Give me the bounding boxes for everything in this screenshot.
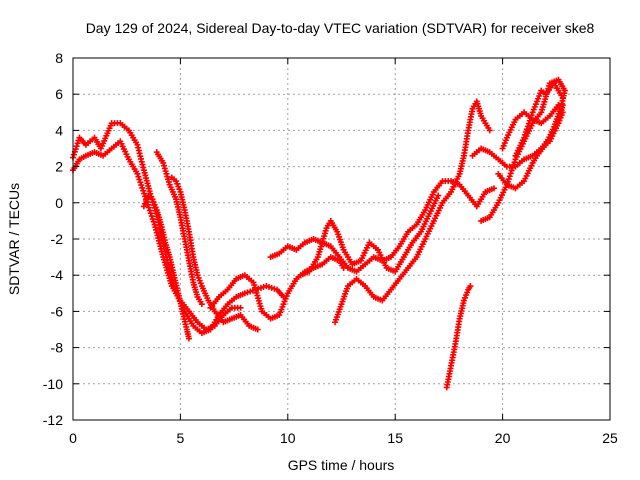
data-point bbox=[136, 176, 143, 183]
x-tick-label: 20 bbox=[495, 430, 511, 446]
data-point bbox=[499, 145, 506, 152]
y-tick-label: -4 bbox=[51, 267, 64, 283]
data-point bbox=[523, 126, 530, 133]
data-point bbox=[70, 151, 77, 158]
x-tick-label: 15 bbox=[387, 430, 403, 446]
series-sat-n bbox=[495, 102, 566, 192]
data-point bbox=[144, 201, 151, 208]
y-tick-label: 6 bbox=[55, 86, 63, 102]
data-point bbox=[521, 134, 528, 141]
series-sat-k bbox=[460, 98, 493, 159]
data-point bbox=[522, 131, 529, 138]
series-track bbox=[155, 151, 203, 306]
data-point bbox=[134, 170, 141, 177]
data-point bbox=[254, 326, 261, 333]
series-sat-m bbox=[478, 76, 568, 224]
data-point bbox=[508, 167, 515, 174]
data-point bbox=[506, 173, 513, 180]
data-point bbox=[522, 129, 529, 136]
series-sat-i bbox=[332, 152, 467, 326]
y-tick-label: -10 bbox=[43, 376, 63, 392]
x-axis-label: GPS time / hours bbox=[288, 457, 395, 473]
data-point bbox=[527, 114, 534, 121]
data-point bbox=[185, 335, 192, 342]
y-tick-label: -2 bbox=[51, 231, 64, 247]
data-point bbox=[135, 173, 142, 180]
data-point bbox=[149, 215, 156, 222]
x-tick-label: 0 bbox=[69, 430, 77, 446]
data-point bbox=[435, 192, 442, 199]
y-tick-label: 4 bbox=[55, 122, 63, 138]
series-sat-e bbox=[168, 174, 261, 333]
x-tick-label: 25 bbox=[602, 430, 618, 446]
y-tick-label: 0 bbox=[55, 195, 63, 211]
grid-layer bbox=[73, 58, 610, 420]
data-point bbox=[138, 182, 145, 189]
data-point bbox=[526, 117, 533, 124]
series-sat-g bbox=[267, 178, 498, 275]
x-tick-label: 10 bbox=[280, 430, 296, 446]
data-point bbox=[140, 187, 147, 194]
data-point bbox=[559, 102, 566, 109]
data-point bbox=[73, 143, 80, 150]
x-tick-label: 5 bbox=[177, 430, 185, 446]
data-point bbox=[147, 210, 154, 217]
series-sat-j bbox=[443, 283, 474, 391]
y-tick-label: -12 bbox=[43, 412, 63, 428]
data-point bbox=[150, 218, 157, 225]
series-sat-o bbox=[512, 80, 566, 159]
chart-title: Day 129 of 2024, Sidereal Day-to-day VTE… bbox=[86, 20, 595, 36]
series-layer bbox=[70, 76, 568, 391]
y-tick-label: -8 bbox=[51, 340, 64, 356]
data-point bbox=[507, 170, 514, 177]
data-point bbox=[237, 304, 244, 311]
series-sat-c bbox=[140, 192, 192, 342]
y-tick-label: -6 bbox=[51, 303, 64, 319]
y-tick-label: 8 bbox=[55, 50, 63, 66]
data-point bbox=[148, 213, 155, 220]
data-point bbox=[525, 120, 532, 127]
data-point bbox=[486, 127, 493, 134]
data-point bbox=[137, 179, 144, 186]
data-point bbox=[72, 146, 79, 153]
y-axis-label: SDTVAR / TECUs bbox=[6, 183, 22, 295]
data-point bbox=[491, 185, 498, 192]
data-point bbox=[559, 94, 566, 101]
data-point bbox=[524, 123, 531, 130]
data-point bbox=[139, 184, 146, 191]
data-point bbox=[505, 176, 512, 183]
axis-layer: 0 5 10 15 20 25 -12 -10 -8 -6 -4 -2 0 2 4 6 8 bbox=[43, 50, 618, 446]
series-sat-b bbox=[70, 138, 244, 333]
data-point bbox=[198, 301, 205, 308]
data-point bbox=[74, 140, 81, 147]
series-sat-h bbox=[297, 192, 442, 279]
data-point bbox=[145, 204, 152, 211]
data-point bbox=[511, 159, 518, 166]
series-sat-d bbox=[153, 149, 205, 308]
series-track bbox=[480, 78, 566, 222]
series-sat-f bbox=[207, 254, 347, 322]
y-tick-label: 2 bbox=[55, 159, 63, 175]
data-point bbox=[146, 207, 153, 214]
data-point bbox=[467, 283, 474, 290]
data-point bbox=[509, 164, 516, 171]
data-point bbox=[141, 190, 148, 197]
data-point bbox=[510, 161, 517, 168]
data-point bbox=[528, 112, 535, 119]
